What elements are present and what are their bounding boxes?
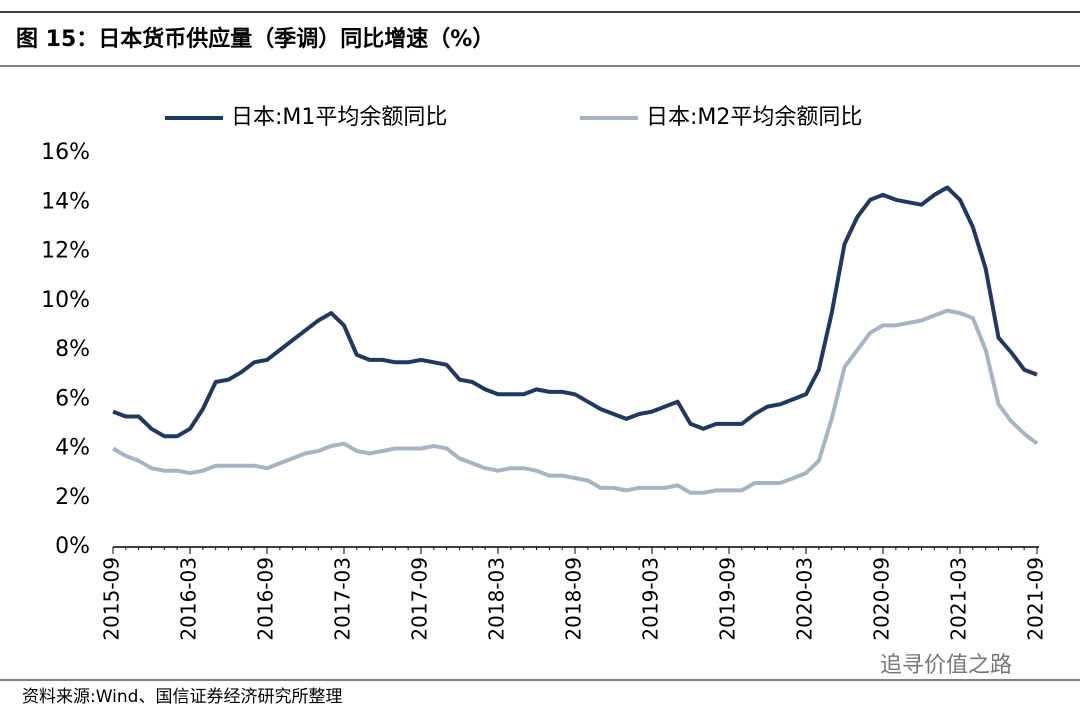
x-tick-label: 2019-03 (639, 557, 663, 641)
x-tick-label: 2020-09 (870, 557, 894, 641)
y-tick-label: 2% (55, 485, 90, 510)
x-tick-label: 2018-03 (485, 557, 509, 641)
y-tick-label: 12% (41, 239, 90, 264)
y-tick-label: 10% (41, 288, 90, 313)
x-tick-label: 2020-03 (793, 557, 817, 641)
source: 资料来源:Wind、国信证券经济研究所整理 (22, 687, 342, 707)
x-tick-label: 2015-09 (100, 557, 124, 641)
x-tick-label: 2018-09 (562, 557, 586, 641)
chart-title: 图 15：日本货币供应量（季调）同比增速（%） (16, 26, 494, 52)
y-tick-label: 6% (55, 386, 90, 411)
x-tick-label: 2021-09 (1024, 557, 1048, 641)
y-tick-label: 16% (41, 140, 90, 165)
x-tick-label: 2016-03 (177, 557, 201, 641)
y-tick-label: 8% (55, 337, 90, 362)
x-tick-label: 2019-09 (716, 557, 740, 641)
y-tick-label: 14% (41, 189, 90, 214)
series-line (112, 185, 1038, 439)
series-line (111, 308, 1039, 495)
x-tick-label: 2021-03 (947, 557, 971, 641)
y-tick-label: 4% (55, 436, 90, 461)
y-tick-label: 0% (55, 534, 90, 559)
legend-label: 日本:M2平均余额同比 (646, 105, 862, 130)
x-tick-label: 2017-03 (331, 557, 355, 641)
watermark: 追寻价值之路 (880, 653, 1012, 678)
x-tick-label: 2017-09 (408, 557, 432, 641)
x-tick-label: 2016-09 (254, 557, 278, 641)
legend-label: 日本:M1平均余额同比 (231, 105, 447, 130)
